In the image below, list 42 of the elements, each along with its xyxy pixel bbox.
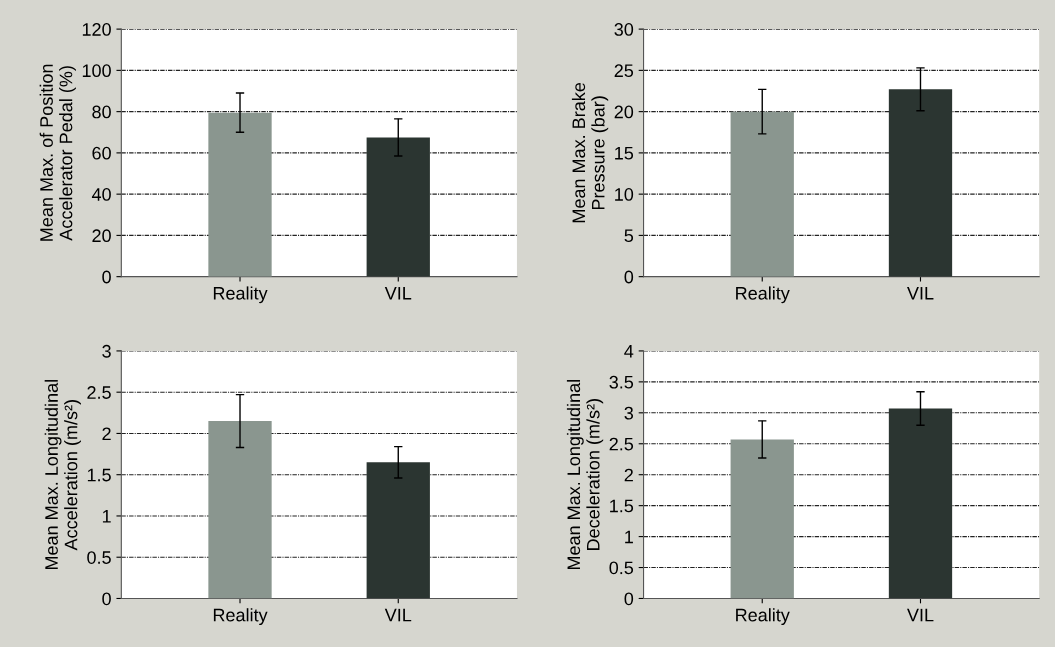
x-tick-label: Reality (213, 286, 268, 304)
y-tick-label: 3 (624, 406, 634, 420)
x-tick-label: VIL (384, 287, 412, 300)
y-axis-title: Mean Max. of Position Accelerator Pedal (%) (39, 64, 76, 241)
y-tick-label: 100 (82, 64, 111, 78)
y-tick-label: 2 (624, 468, 633, 482)
y-tick-label: 2 (102, 427, 111, 440)
y-tick-label: 1.5 (87, 468, 111, 482)
y-tick-label: 2.5 (87, 386, 111, 399)
y-tick-label: 0 (102, 270, 111, 284)
y-tick-label: 60 (92, 146, 111, 160)
y-tick-label: 3 (102, 344, 111, 358)
y-tick-label: 0 (624, 592, 634, 606)
y-tick-label: 5 (624, 229, 634, 243)
y-tick-label: 1 (102, 510, 111, 523)
y-tick-label: 40 (91, 188, 111, 201)
y-tick-label: 15 (615, 147, 634, 160)
y-tick-label: 1 (625, 530, 633, 544)
y-tick-label: 30 (614, 23, 634, 36)
x-tick-label: VIL (907, 608, 934, 622)
y-tick-label: 3.5 (609, 375, 634, 389)
y-axis-title: Mean Max. Brake Pressure (bar) (571, 82, 609, 223)
y-tick-label: 0.5 (609, 561, 634, 575)
y-tick-label: 80 (92, 105, 111, 119)
y-tick-label: 4 (624, 345, 634, 358)
y-axis-title: Mean Max. Longitudinal Deceleration (m/s²) (566, 380, 604, 570)
y-tick-label: 2.5 (609, 437, 634, 451)
y-tick-label: 0.5 (87, 551, 111, 564)
x-tick-label: VIL (907, 287, 934, 300)
x-tick-label: Reality (736, 608, 790, 626)
y-tick-label: 120 (82, 23, 111, 36)
y-tick-label: 0 (102, 592, 111, 606)
y-tick-label: 10 (615, 188, 634, 201)
y-axis-title: Mean Max. Longitudinal Acceleration (m/s²) (44, 380, 81, 570)
y-tick-label: 20 (614, 105, 634, 119)
y-tick-label: 25 (614, 64, 634, 78)
y-tick-label: 1.5 (610, 499, 634, 513)
x-tick-label: Reality (213, 608, 268, 626)
x-tick-label: VIL (384, 608, 412, 622)
y-tick-label: 0 (624, 270, 634, 284)
x-tick-label: Reality (736, 286, 790, 304)
y-tick-label: 20 (92, 229, 111, 243)
